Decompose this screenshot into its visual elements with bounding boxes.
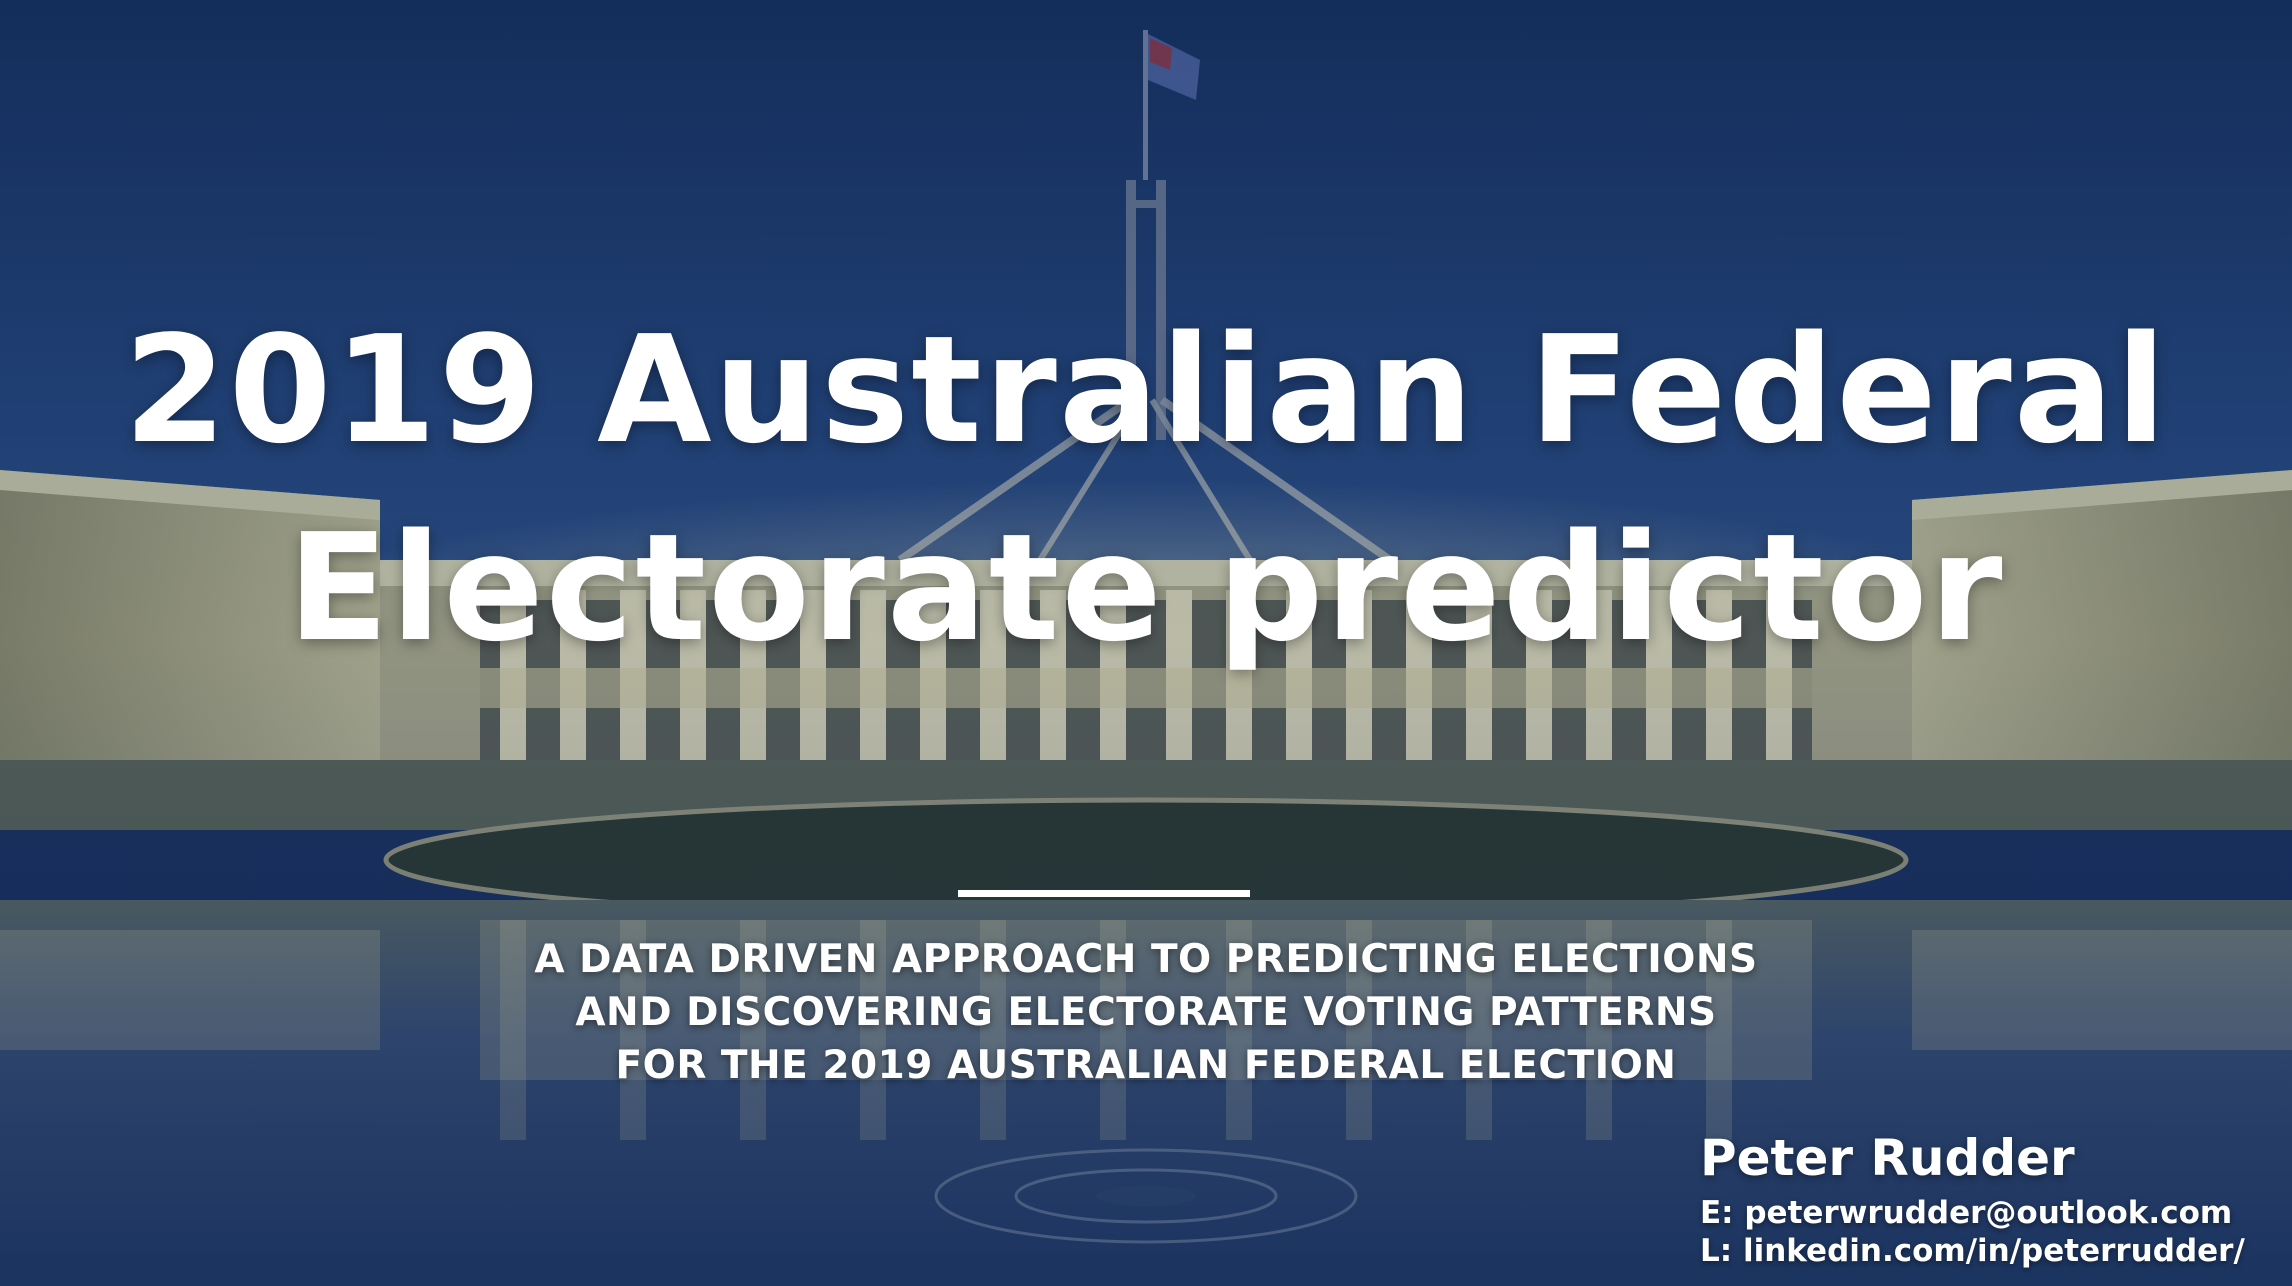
slide-title-line-1: 2019 Australian Federal xyxy=(123,304,2169,476)
slide-title-line-2: Electorate predictor xyxy=(287,502,2005,674)
author-name: Peter Rudder xyxy=(1700,1129,2075,1187)
subtitle-line-3: FOR THE 2019 AUSTRALIAN FEDERAL ELECTION xyxy=(615,1043,1677,1088)
subtitle-line-2: AND DISCOVERING ELECTORATE VOTING PATTER… xyxy=(575,990,1717,1035)
title-divider xyxy=(958,890,1250,897)
subtitle-line-1: A DATA DRIVEN APPROACH TO PREDICTING ELE… xyxy=(534,937,1758,982)
author-linkedin: L: linkedin.com/in/peterrudder/ xyxy=(1700,1233,2245,1269)
author-email: E: peterwrudder@outlook.com xyxy=(1700,1195,2233,1231)
